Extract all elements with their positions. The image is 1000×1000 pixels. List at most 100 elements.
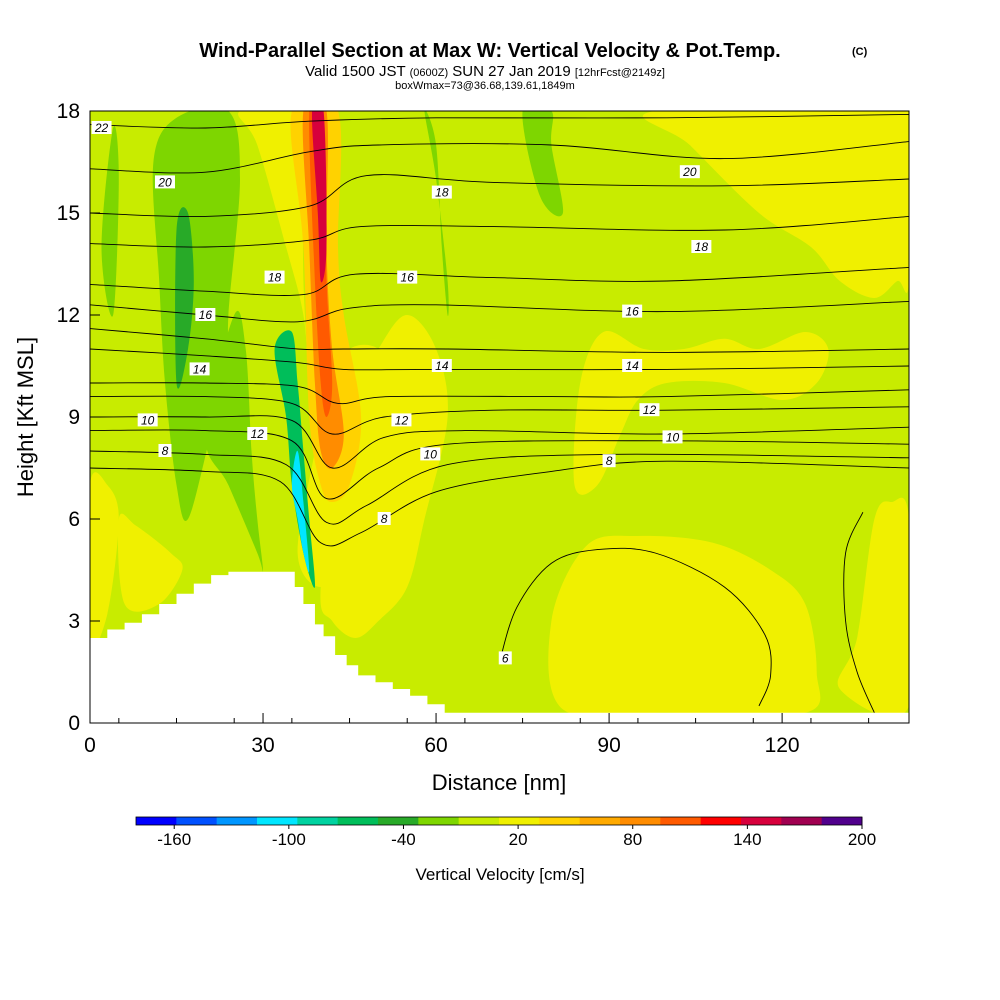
colorbar-tick-label: -40: [391, 830, 416, 849]
y-tick-label: 18: [57, 100, 80, 123]
colorbar-tick-label: -160: [157, 830, 191, 849]
contour-label: 10: [424, 447, 438, 461]
contour-label: 20: [157, 175, 172, 189]
valid-date: SUN 27 Jan 2019: [448, 63, 575, 80]
contour-label-box: [431, 359, 452, 372]
theta-contour-line: [499, 547, 772, 707]
velocity-region: [90, 472, 119, 646]
theta-contour-line: [90, 348, 909, 371]
axes-layer: 0 30 60 90 120 0 3 6 9 12 15 18: [57, 100, 870, 757]
theta-contour-line: [843, 512, 875, 713]
contour-label-box: [189, 362, 210, 376]
y-tick-label: 12: [57, 304, 80, 327]
contour-label: 18: [435, 186, 449, 200]
y-tick-label: 6: [68, 508, 80, 531]
colorbar-swatch: [176, 817, 218, 825]
contour-label: 22: [94, 121, 109, 135]
copyright-mark: (C): [852, 46, 868, 58]
box-wmax: boxWmax=73@36.68,139.61,1849m: [395, 80, 575, 92]
forecast-info: [12hrFcst@2149z]: [575, 67, 665, 79]
x-tick-label: 0: [84, 734, 96, 757]
contour-label: 10: [666, 430, 680, 444]
x-tick-label: 90: [597, 734, 620, 757]
contour-label: 18: [268, 271, 282, 285]
contour-label-box: [397, 270, 418, 284]
velocity-region: [117, 513, 183, 612]
velocity-region: [238, 111, 310, 384]
theta-contour-line: [90, 215, 909, 248]
velocity-region: [205, 310, 263, 572]
velocity-region: [522, 111, 564, 217]
contour-label: 8: [381, 512, 388, 526]
x-tick-label: 30: [251, 734, 274, 757]
contour-label: 20: [682, 165, 697, 179]
colorbar-title: Vertical Velocity [cm/s]: [415, 865, 584, 884]
colorbar-frame: [135, 816, 863, 826]
theta-contour-line: [90, 395, 909, 435]
valid-prefix: Valid 1500 JST: [305, 63, 410, 80]
colorbar-tick-label: -100: [272, 830, 306, 849]
colorbar-tick-label: 20: [509, 830, 528, 849]
y-tick-label: 0: [68, 712, 80, 735]
velocity-region: [311, 111, 327, 283]
colorbar-swatch: [539, 817, 581, 825]
valid-utc: (0600Z): [410, 67, 449, 79]
contour-label: 16: [199, 308, 213, 322]
contour-label: 12: [643, 403, 657, 417]
contour-label-box: [91, 121, 112, 134]
y-axis-title: Height [Kft MSL]: [13, 337, 38, 497]
contour-label-box: [691, 240, 712, 253]
velocity-region: [548, 535, 821, 718]
contour-label-box: [431, 185, 452, 199]
velocity-region: [642, 111, 909, 298]
velocity-region: [175, 207, 194, 389]
contour-label-box: [247, 427, 268, 440]
theta-contour-line: [90, 429, 909, 500]
colorbar-swatch: [418, 817, 460, 825]
colorbar-swatch: [821, 817, 863, 825]
contour-label: 6: [502, 651, 509, 665]
contour-label: 8: [606, 454, 613, 468]
valid-time: Valid 1500 JST (0600Z) SUN 27 Jan 2019 […: [305, 63, 665, 80]
velocity-region: [291, 450, 310, 573]
colorbar-swatch: [458, 817, 500, 825]
colorbar-tick-label: 140: [733, 830, 761, 849]
contour-label-box: [420, 447, 441, 461]
colorbar-swatch: [781, 817, 823, 825]
x-tick-label: 120: [765, 734, 800, 757]
contour-label: 12: [251, 427, 265, 441]
contour-label-box: [377, 512, 391, 525]
contour-label: 16: [401, 271, 415, 285]
theta-contour-line: [90, 382, 909, 405]
colorbar-tick-label: 200: [848, 830, 876, 849]
contour-label: 8: [162, 444, 169, 458]
contour-label-layer: 6 8 8 10 10 12 12 14 14 16 16 18 18 20 22 20 18 16 14 10 8 12: [91, 121, 712, 665]
x-tick-label: 60: [424, 734, 447, 757]
contour-label-box: [158, 444, 172, 457]
theta-contour-line: [90, 450, 909, 525]
terrain-mask: [90, 571, 909, 723]
contour-label: 14: [435, 359, 449, 373]
contour-label-box: [264, 270, 285, 284]
colorbar-swatch: [136, 817, 177, 825]
colorbar-tick-label: 80: [623, 830, 642, 849]
contour-label-box: [498, 651, 512, 665]
theta-contour-line: [90, 113, 909, 129]
y-tick-label: 3: [68, 610, 80, 633]
theta-contour-line: [90, 415, 909, 469]
contour-label: 14: [625, 359, 639, 373]
colorbar-swatch: [660, 817, 702, 825]
contour-label: 14: [193, 362, 207, 376]
contour-label-box: [195, 308, 216, 321]
contour-label: 18: [695, 240, 709, 254]
theta-contour-layer: [90, 113, 909, 713]
velocity-region: [101, 125, 119, 317]
theta-contour-line: [90, 141, 909, 174]
colorbar-swatch: [579, 817, 621, 825]
theta-contour-line: [90, 328, 909, 353]
colorbar-swatch: [741, 817, 782, 825]
plot-area: 6 8 8 10 10 12 12 14 14 16 16 18 18 20 22 20 18 16 14 10 8 12: [90, 111, 909, 723]
y-tick-label: 15: [57, 202, 80, 225]
contour-label-box: [639, 403, 660, 417]
